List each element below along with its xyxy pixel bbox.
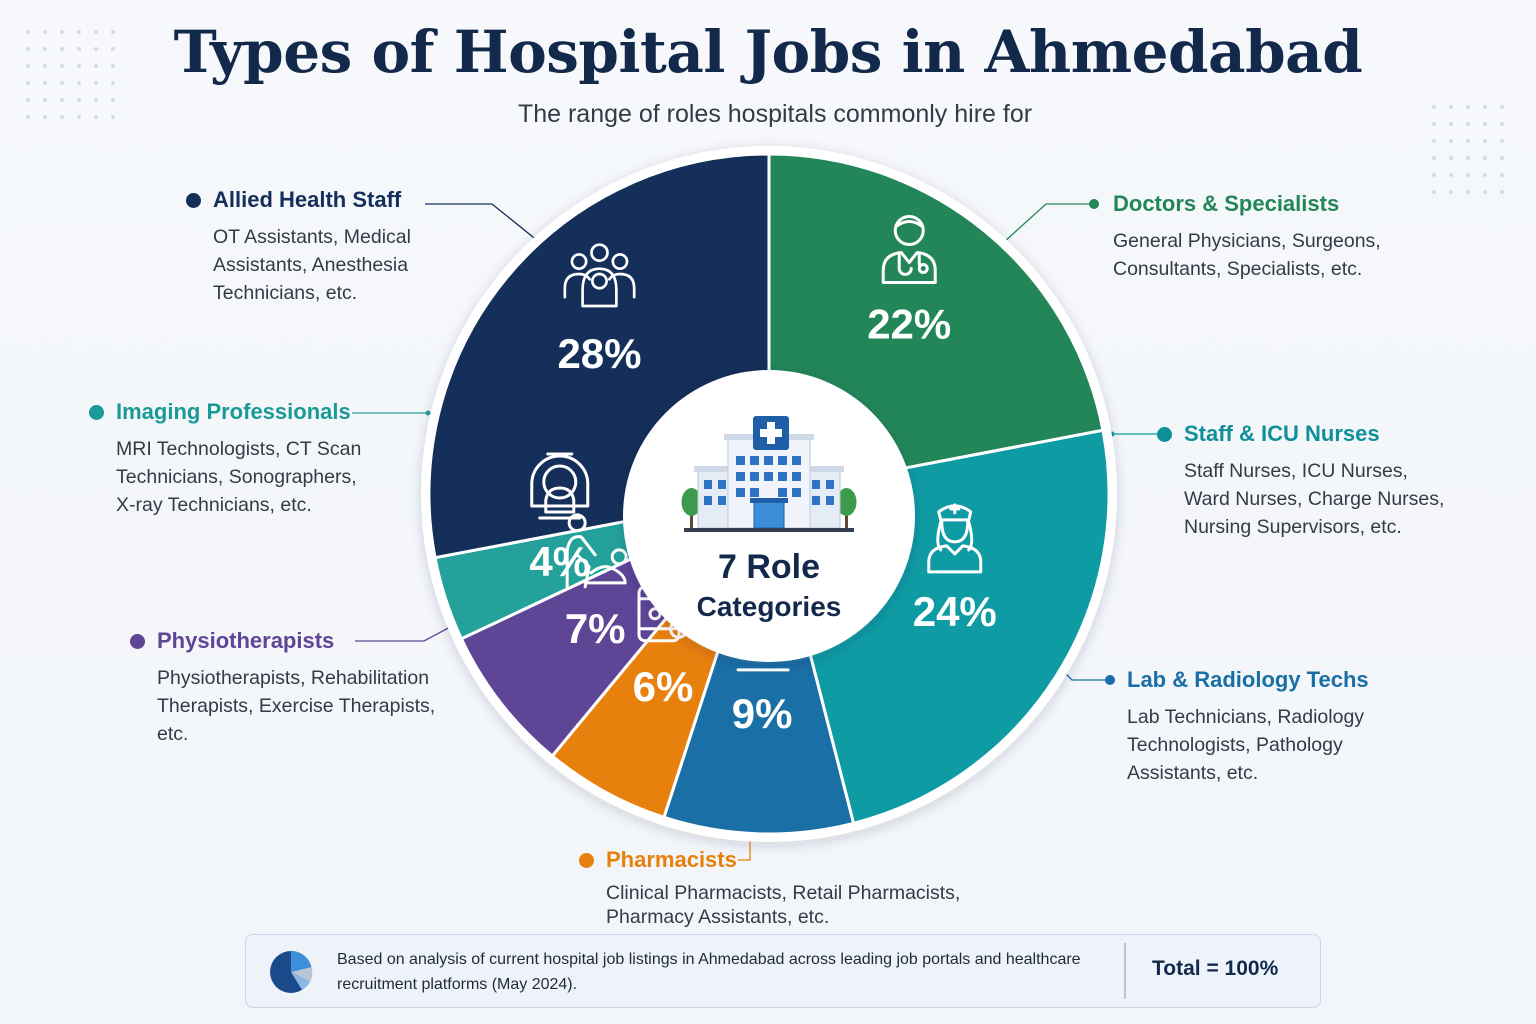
- footer-note-line2: recruitment platforms (May 2024).: [337, 976, 578, 993]
- callout-desc-line: OT Assistants, Medical: [213, 226, 411, 248]
- slice-value-label-allied-health-staff: 28%: [557, 330, 641, 377]
- callout-lab-radiology-techs: Lab & Radiology Techs Lab Technicians, R…: [1100, 667, 1440, 787]
- connector-dot-imaging-professionals: [425, 410, 431, 416]
- slice-value-label-lab-radiology-techs: 9%: [732, 690, 793, 737]
- connector-doctors-specialists: [1003, 203, 1094, 243]
- page-subtitle: The range of roles hospitals commonly hi…: [517, 100, 1033, 128]
- callout-description: Clinical Pharmacists, Retail Pharmacists…: [606, 881, 999, 929]
- callout-desc-line: Technicians, etc.: [213, 282, 358, 304]
- callout-desc-line: X-ray Technicians, etc.: [116, 494, 312, 516]
- footer-note-box: Based on analysis of current hospital jo…: [245, 934, 1321, 1008]
- callout-description: MRI Technologists, CT Scan Technicians, …: [116, 435, 429, 519]
- legend-dot-allied-health-staff: [186, 192, 201, 208]
- footer-total: Total = 100%: [1152, 957, 1279, 980]
- page-title: Types of Hospital Jobs in Ahmedabad: [173, 18, 1363, 86]
- callout-desc-line: Ward Nurses, Charge Nurses,: [1184, 488, 1445, 510]
- callout-title: Physiotherapists: [157, 628, 335, 653]
- connector-dot-lab-radiology-techs: [1105, 675, 1115, 685]
- callout-description: Staff Nurses, ICU Nurses, Ward Nurses, C…: [1184, 457, 1497, 541]
- callout-title: Imaging Professionals: [116, 399, 351, 424]
- hospital-building-icon: [681, 416, 857, 532]
- footer-note-line1: Based on analysis of current hospital jo…: [337, 951, 1081, 968]
- slice-value-label-imaging-professionals: 4%: [529, 538, 590, 585]
- callout-pharmacists: Pharmacists Clinical Pharmacists, Retail…: [579, 847, 999, 929]
- footer-note: Based on analysis of current hospital jo…: [337, 947, 1117, 997]
- legend-dot-physiotherapists: [130, 633, 145, 649]
- callout-title: Staff & ICU Nurses: [1184, 421, 1380, 446]
- pie-slice-lab-radiology-techs: [662, 488, 856, 836]
- callout-desc-line: Staff Nurses, ICU Nurses,: [1184, 460, 1408, 482]
- callout-description: Lab Technicians, Radiology Technologists…: [1127, 703, 1440, 787]
- callout-title: Doctors & Specialists: [1113, 191, 1340, 216]
- callout-desc-line: Lab Technicians, Radiology: [1127, 706, 1365, 728]
- slice-value-label-pharmacists: 6%: [633, 663, 694, 710]
- callout-desc-line: Physiotherapists, Rehabilitation: [157, 667, 430, 689]
- callout-doctors-specialists: Doctors & Specialists General Physicians…: [1086, 191, 1486, 283]
- callout-title: Lab & Radiology Techs: [1127, 667, 1369, 692]
- slice-value-label-doctors-specialists: 22%: [867, 300, 951, 347]
- callout-desc-line: General Physicians, Surgeons,: [1113, 230, 1381, 252]
- callout-description: OT Assistants, Medical Assistants, Anest…: [213, 223, 526, 307]
- callout-desc-line: Technicians, Sonographers,: [116, 466, 357, 488]
- callout-desc-line: Pharmacy Assistants, etc.: [606, 906, 830, 928]
- center-label-line2: Categories: [697, 591, 842, 622]
- callout-imaging-professionals: Imaging Professionals MRI Technologists,…: [89, 399, 429, 519]
- callout-title: Allied Health Staff: [213, 187, 402, 212]
- callout-staff-icu-nurses: Staff & ICU Nurses Staff Nurses, ICU Nur…: [1157, 421, 1497, 541]
- footer-divider: [1124, 943, 1126, 999]
- center-label-line1: 7 Role: [718, 548, 820, 586]
- callout-desc-line: MRI Technologists, CT Scan: [116, 438, 362, 460]
- callout-desc-line: Clinical Pharmacists, Retail Pharmacists…: [606, 882, 961, 904]
- callout-desc-line: Consultants, Specialists, etc.: [1113, 258, 1363, 280]
- callout-desc-line: Assistants, Anesthesia: [213, 254, 409, 276]
- callout-desc-line: Nursing Supervisors, etc.: [1184, 516, 1402, 538]
- slice-value-label-physiotherapists: 7%: [565, 605, 626, 652]
- legend-dot-imaging-professionals: [89, 404, 104, 420]
- pie-chart-icon: [270, 950, 313, 993]
- connector-physiotherapists: [355, 625, 453, 642]
- connector-dot-doctors-specialists: [1089, 199, 1099, 209]
- callout-description: General Physicians, Surgeons, Consultant…: [1113, 227, 1486, 283]
- legend-dot-staff-icu-nurses: [1157, 426, 1172, 442]
- callout-physiotherapists: Physiotherapists Physiotherapists, Rehab…: [130, 628, 470, 748]
- callout-desc-line: Technologists, Pathology: [1127, 734, 1343, 756]
- callout-allied-health-staff: Allied Health Staff OT Assistants, Medic…: [186, 187, 526, 307]
- legend-dot-pharmacists: [579, 852, 594, 868]
- callout-desc-line: Therapists, Exercise Therapists,: [157, 695, 436, 717]
- callout-description: Physiotherapists, Rehabilitation Therapi…: [157, 664, 470, 748]
- callout-desc-line: etc.: [157, 723, 189, 745]
- callout-desc-line: Assistants, etc.: [1127, 762, 1259, 784]
- slice-value-label-staff-icu-nurses: 24%: [913, 588, 997, 635]
- callout-title: Pharmacists: [606, 847, 737, 872]
